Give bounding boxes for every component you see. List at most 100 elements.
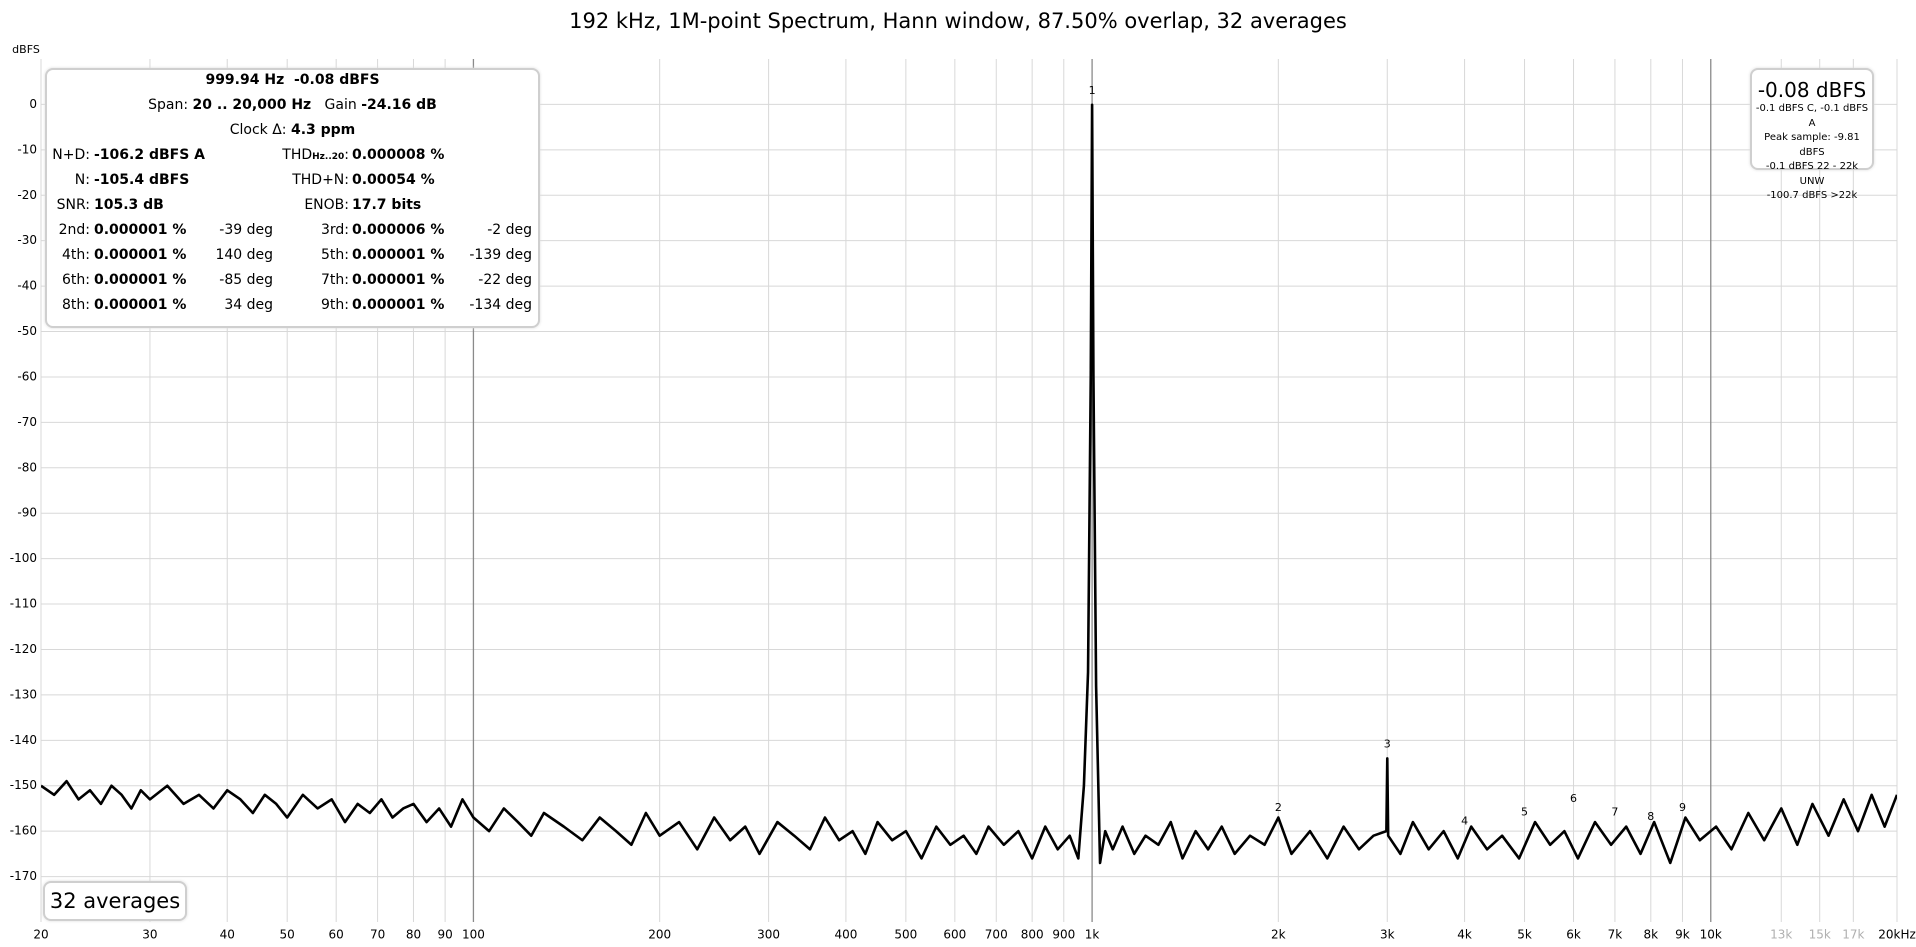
harmonic-label: 4: [1461, 815, 1468, 828]
harmonic-label: 5: [1521, 806, 1528, 819]
y-tick-label: -100: [10, 551, 37, 565]
info-label-text: ENOB:: [304, 197, 349, 213]
grid: [40, 59, 1898, 922]
info-value: 0.000001 %: [352, 297, 445, 313]
info-phase: -22 deg: [478, 272, 532, 288]
labels: 0 -10 -20 -30 -40 -50 -60 -70 -80 -90 -100 -110 -120…: [10, 84, 1916, 942]
x-tick-label: 13k: [1770, 928, 1792, 942]
info-label-text: 8th:: [62, 297, 90, 313]
info-text: Span:: [148, 97, 193, 113]
info-label-text: 5th:: [321, 247, 349, 263]
plot: [41, 103, 1897, 865]
info-label-text: THD+N:: [292, 172, 349, 188]
x-tick-label: 80: [406, 928, 421, 942]
info-value: 0.000001 %: [94, 272, 187, 288]
spectrum-line: [41, 103, 1897, 865]
harmonic-label: 3: [1384, 737, 1391, 750]
info-text: Clock Δ:: [229, 122, 291, 138]
info-value: 0.000008 %: [352, 147, 445, 163]
info-phase: 140 deg: [215, 247, 273, 263]
info-label-text: 7th:: [321, 272, 349, 288]
x-tick-label: 700: [985, 928, 1008, 942]
x-tick-label: 1k: [1085, 928, 1100, 942]
x-tick-label: 5k: [1517, 928, 1532, 942]
info-label: SNR:: [57, 197, 90, 213]
x-tick-label: 9k: [1675, 928, 1690, 942]
info-label-text: 3rd:: [320, 222, 349, 238]
y-tick-label: -150: [10, 778, 37, 792]
info-text: -24.16 dB: [361, 97, 437, 113]
x-tick-label: 70: [370, 928, 385, 942]
harmonic-label: 1: [1089, 84, 1096, 97]
info-label: 3rd:: [321, 222, 349, 238]
info-text: Gain: [311, 97, 362, 113]
y-tick-label: -20: [17, 188, 37, 202]
info-label-text: N+D:: [52, 147, 90, 163]
x-tick-label: 15k: [1809, 928, 1831, 942]
x-tick-label: 800: [1021, 928, 1044, 942]
info-value: 0.000001 %: [94, 222, 187, 238]
info-line: Span: 20 .. 20,000 Hz Gain -24.16 dB: [47, 97, 538, 113]
y-tick-label: -40: [17, 279, 37, 293]
y-tick-label: -160: [10, 824, 37, 838]
readout-line: -0.1 dBFS C, -0.1 dBFS A: [1755, 103, 1869, 129]
readout-main: -0.08 dBFS: [1757, 78, 1867, 102]
info-label-text: SNR:: [56, 197, 90, 213]
x-tick-label: 6k: [1566, 928, 1581, 942]
x-tick-label: 17k: [1842, 928, 1864, 942]
y-tick-label: -80: [17, 460, 37, 474]
x-tick-label: 300: [757, 928, 780, 942]
info-label-text: 9th:: [321, 297, 349, 313]
x-tick-label: 40: [220, 928, 235, 942]
info-label: 8th:: [62, 297, 90, 313]
info-text: 20 .. 20,000 Hz: [192, 97, 312, 113]
x-tick-label: 60: [329, 928, 344, 942]
info-value: 0.000001 %: [352, 272, 445, 288]
info-phase: -85 deg: [219, 272, 273, 288]
y-tick-label: -170: [10, 869, 37, 883]
x-tick-label: 10k: [1700, 928, 1722, 942]
info-label: N+D:: [52, 147, 90, 163]
y-tick-label: -90: [17, 506, 37, 520]
harmonic-label: 8: [1647, 810, 1654, 823]
info-label-text: 6th:: [62, 272, 90, 288]
harmonic-label: 2: [1275, 801, 1282, 814]
x-tick-label: 20kHz: [1878, 928, 1916, 942]
y-tick-label: -30: [17, 233, 37, 247]
x-tick-label: 3k: [1380, 928, 1395, 942]
info-label-end: :: [344, 147, 349, 163]
x-tick-label: 4k: [1457, 928, 1472, 942]
info-text: 999.94 Hz -0.08 dBFS: [205, 72, 380, 88]
info-line: 999.94 Hz -0.08 dBFS: [47, 72, 538, 88]
x-tick-label: 100: [462, 928, 485, 942]
info-label: 6th:: [62, 272, 90, 288]
y-axis-label: dBFS: [12, 43, 40, 56]
harmonic-label: 9: [1679, 801, 1686, 814]
info-label-text: N:: [74, 172, 90, 188]
y-tick-label: -120: [10, 642, 37, 656]
info-text: 4.3 ppm: [290, 122, 356, 138]
x-tick-label: 50: [280, 928, 295, 942]
x-tick-label: 8k: [1644, 928, 1659, 942]
y-tick-label: 0: [29, 97, 37, 111]
x-tick-label: 600: [943, 928, 966, 942]
info-label: 5th:: [321, 247, 349, 263]
info-value: 0.000001 %: [94, 247, 187, 263]
info-label-text: 4th:: [62, 247, 90, 263]
y-tick-label: -110: [10, 597, 37, 611]
y-tick-label: -50: [17, 324, 37, 338]
info-label-sub: Hz..20: [312, 152, 345, 162]
chart-title: 192 kHz, 1M-point Spectrum, Hann window,…: [569, 9, 1347, 33]
y-tick-label: -140: [10, 733, 37, 747]
info-label: THDHz..20:: [282, 147, 349, 163]
info-value: 0.000001 %: [94, 297, 187, 313]
info-label: 7th:: [321, 272, 349, 288]
x-tick-label: 7k: [1608, 928, 1623, 942]
harmonic-label: 7: [1611, 806, 1618, 819]
info-label: N:: [75, 172, 90, 188]
info-value: 0.000001 %: [352, 247, 445, 263]
info-box: 999.94 Hz -0.08 dBFS Span: 20 .. 20,000 H…: [45, 68, 540, 328]
readout-line: -100.7 dBFS >22k: [1766, 190, 1858, 201]
info-value: 0.000006 %: [352, 222, 445, 238]
